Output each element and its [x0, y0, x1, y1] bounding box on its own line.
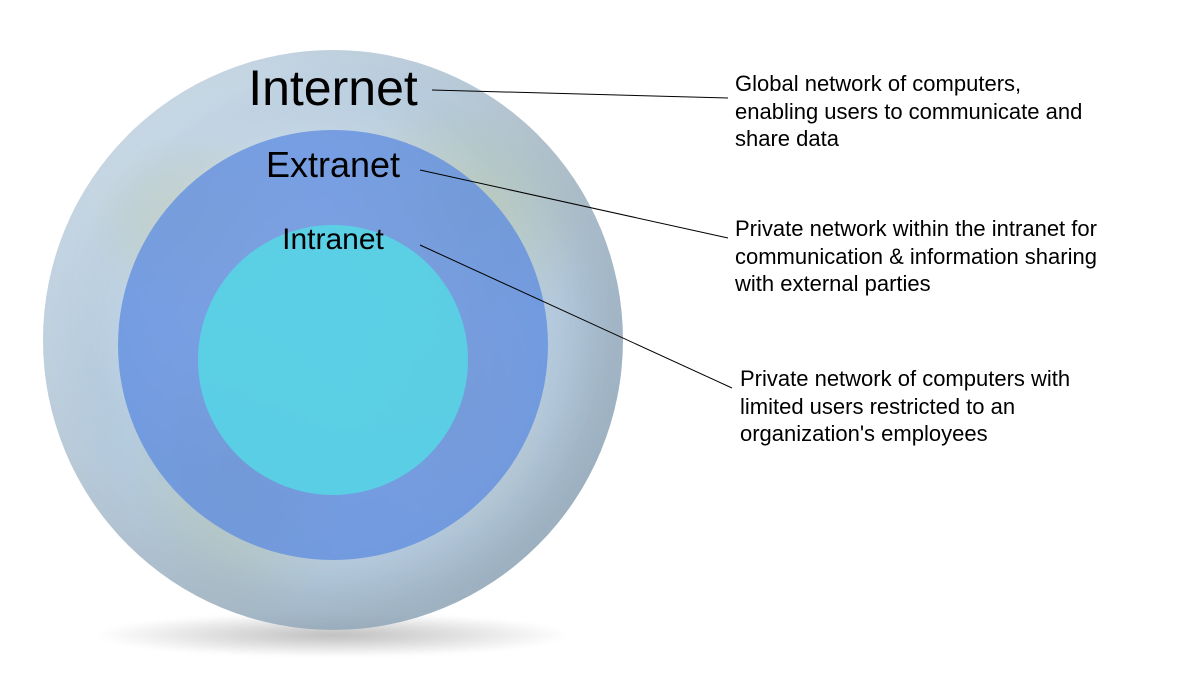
intranet-ring	[198, 225, 468, 495]
intranet-label: Intranet	[282, 225, 384, 255]
internet-label: Internet	[248, 63, 418, 113]
extranet-label: Extranet	[266, 147, 400, 183]
internet-description: Global network of computers, enabling us…	[735, 70, 1095, 153]
extranet-description: Private network within the intranet for …	[735, 215, 1115, 298]
intranet-description: Private network of computers with limite…	[740, 365, 1110, 448]
diagram-stage: Internet Extranet Intranet Global networ…	[0, 0, 1200, 675]
